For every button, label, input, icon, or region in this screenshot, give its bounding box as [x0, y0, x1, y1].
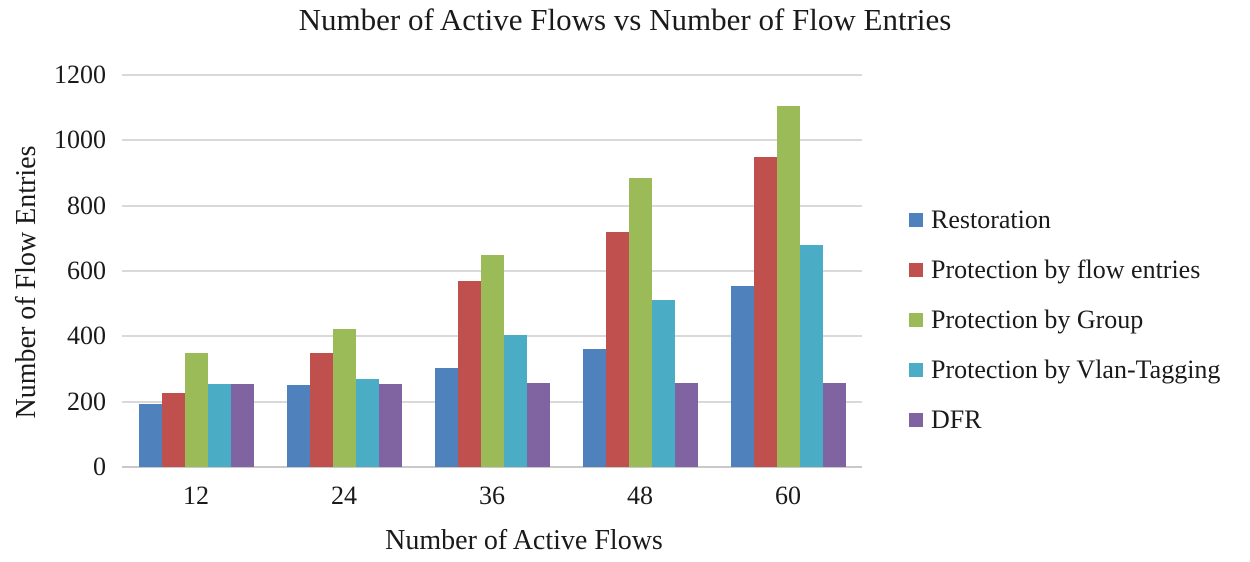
bar-restoration-x24	[287, 385, 310, 467]
legend: Restoration Protection by flow entries Pro…	[909, 195, 1220, 445]
bar-protection-by-flow-entries-x48	[606, 232, 629, 467]
bar-protection-by-vlan-tagging-x60	[800, 245, 823, 467]
gridline	[122, 74, 862, 76]
bar-restoration-x12	[139, 404, 162, 467]
legend-entry: Protection by Group	[909, 295, 1220, 345]
legend-marker-icon	[909, 363, 923, 377]
y-tick-label: 400	[67, 321, 106, 351]
y-tick-label: 200	[67, 386, 106, 416]
legend-entry: Protection by Vlan-Tagging	[909, 345, 1220, 395]
x-tick-label: 12	[183, 481, 209, 510]
y-tick-label: 0	[93, 452, 106, 481]
legend-label: Restoration	[931, 205, 1051, 234]
x-tick-label: 48	[627, 481, 653, 510]
legend-entry: Protection by flow entries	[909, 245, 1220, 295]
bar-protection-by-flow-entries-x60	[754, 157, 777, 467]
bar-protection-by-flow-entries-x12	[162, 393, 185, 467]
x-axis-title: Number of Active Flows	[385, 525, 663, 556]
legend-label: DFR	[931, 405, 982, 434]
bar-dfr-x60	[823, 383, 846, 467]
bar-restoration-x60	[731, 286, 754, 467]
x-axis-line	[122, 466, 862, 468]
legend-marker-icon	[909, 413, 923, 427]
bar-protection-by-group-x60	[777, 106, 800, 467]
y-tick-label: 600	[67, 256, 106, 285]
bar-protection-by-group-x12	[185, 353, 208, 467]
y-tick-label: 800	[67, 190, 106, 220]
y-tick-label: 1000	[54, 125, 106, 155]
legend-marker-icon	[909, 313, 923, 327]
bar-protection-by-group-x24	[333, 329, 356, 467]
bar-protection-by-vlan-tagging-x36	[504, 335, 527, 467]
legend-label: Protection by Group	[931, 305, 1144, 334]
x-tick-label: 36	[479, 481, 505, 510]
chart-title: Number of Active Flows vs Number of Flow…	[298, 2, 952, 37]
bar-dfr-x36	[527, 383, 550, 467]
bar-protection-by-flow-entries-x24	[310, 353, 333, 467]
bar-dfr-x24	[379, 384, 402, 467]
legend-entry: DFR	[909, 395, 1220, 445]
bar-protection-by-vlan-tagging-x24	[356, 379, 379, 467]
bar-restoration-x36	[435, 368, 458, 467]
y-tick-label: 1200	[54, 60, 106, 89]
bar-protection-by-vlan-tagging-x12	[208, 384, 231, 467]
x-tick-label: 60	[775, 481, 801, 510]
plot-area	[122, 74, 862, 468]
bar-dfr-x12	[231, 384, 254, 467]
bar-protection-by-vlan-tagging-x48	[652, 300, 675, 467]
bar-dfr-x48	[675, 383, 698, 467]
gridline	[122, 204, 862, 207]
gridline	[122, 139, 862, 142]
bar-protection-by-group-x48	[629, 178, 652, 467]
bar-protection-by-group-x36	[481, 255, 504, 467]
x-tick-label: 24	[331, 481, 357, 510]
legend-marker-icon	[909, 263, 923, 277]
bar-protection-by-flow-entries-x36	[458, 281, 481, 467]
legend-entry: Restoration	[909, 195, 1220, 245]
legend-label: Protection by flow entries	[931, 255, 1201, 284]
bar-restoration-x48	[583, 349, 606, 467]
legend-marker-icon	[909, 213, 923, 227]
legend-label: Protection by Vlan-Tagging	[931, 355, 1221, 384]
